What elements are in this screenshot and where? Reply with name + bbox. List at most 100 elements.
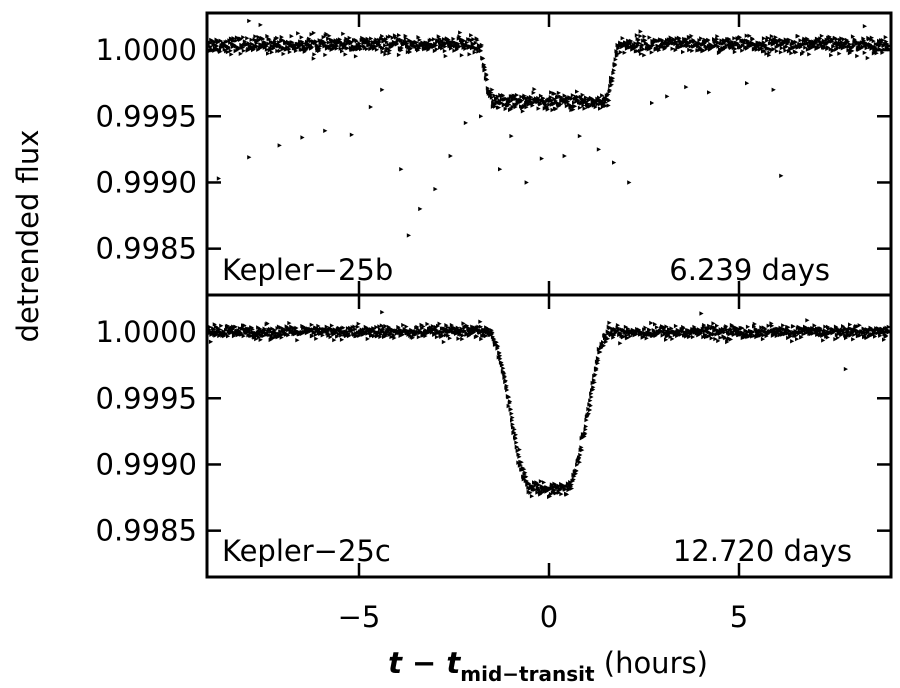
data-point xyxy=(771,46,776,52)
data-point xyxy=(326,36,331,41)
data-point xyxy=(430,324,435,329)
data-point xyxy=(740,325,745,331)
data-point xyxy=(310,44,315,50)
data-point xyxy=(536,95,541,101)
data-point xyxy=(237,326,242,331)
data-point xyxy=(638,51,644,56)
data-point xyxy=(681,326,686,331)
data-point xyxy=(878,42,883,47)
data-point xyxy=(801,49,806,55)
data-point xyxy=(567,486,572,491)
data-point xyxy=(884,325,889,330)
data-point xyxy=(833,337,838,342)
data-point xyxy=(279,332,284,337)
data-point xyxy=(629,38,634,44)
data-point xyxy=(229,52,234,57)
outlier-point xyxy=(433,186,438,192)
data-point xyxy=(684,37,689,42)
data-point xyxy=(212,322,217,327)
data-point xyxy=(357,41,362,46)
data-point xyxy=(249,37,254,42)
data-point xyxy=(621,334,626,339)
data-point xyxy=(625,336,630,341)
data-point xyxy=(460,333,465,338)
data-point xyxy=(716,338,721,344)
data-point xyxy=(425,321,430,327)
data-point xyxy=(818,326,823,331)
data-point xyxy=(339,333,344,338)
data-point xyxy=(571,107,576,112)
data-point xyxy=(532,480,537,485)
data-point xyxy=(462,38,467,43)
data-point xyxy=(805,47,810,52)
data-point xyxy=(505,387,510,393)
data-point xyxy=(581,103,586,108)
y-tick-label: 0.9990 xyxy=(96,165,197,199)
data-point xyxy=(490,330,495,335)
data-point xyxy=(524,474,529,479)
data-point xyxy=(886,324,891,330)
data-point xyxy=(536,106,541,111)
data-point xyxy=(622,50,627,55)
data-point xyxy=(696,44,701,49)
data-point xyxy=(552,96,557,102)
data-point xyxy=(819,328,824,333)
outlier-point xyxy=(498,167,503,172)
data-point xyxy=(517,447,522,452)
data-point xyxy=(749,332,754,337)
data-point xyxy=(547,102,552,107)
data-point xyxy=(224,327,229,333)
data-point xyxy=(502,102,507,107)
data-point xyxy=(509,106,514,112)
data-point xyxy=(564,492,570,497)
data-point xyxy=(507,96,512,102)
data-point xyxy=(823,324,828,329)
data-point xyxy=(882,337,887,342)
data-point xyxy=(254,41,259,46)
outlier-point xyxy=(380,87,385,92)
outlier-point xyxy=(311,30,316,36)
data-point xyxy=(490,87,495,92)
data-point xyxy=(513,432,518,437)
data-point xyxy=(512,102,517,107)
data-point xyxy=(578,452,583,458)
data-point xyxy=(589,394,594,400)
data-point xyxy=(217,333,222,338)
data-point xyxy=(359,44,364,49)
data-point xyxy=(405,41,410,46)
data-point xyxy=(536,482,541,488)
data-point xyxy=(565,481,571,486)
data-point xyxy=(588,403,593,408)
data-point xyxy=(504,96,509,101)
data-point xyxy=(447,336,452,341)
data-point xyxy=(593,372,598,377)
data-point xyxy=(296,31,301,36)
data-point xyxy=(702,329,708,334)
outlier-point xyxy=(277,143,282,148)
data-point xyxy=(443,53,448,59)
data-point xyxy=(219,323,224,328)
data-point xyxy=(699,36,704,41)
data-point xyxy=(732,36,737,41)
data-point xyxy=(421,324,426,329)
data-point xyxy=(825,45,831,50)
data-point xyxy=(538,93,544,98)
outlier-point xyxy=(399,167,404,172)
data-point xyxy=(880,50,885,55)
data-point xyxy=(804,325,809,331)
data-point xyxy=(233,324,238,329)
data-point xyxy=(383,43,388,48)
outlier-point xyxy=(684,84,689,90)
data-point xyxy=(540,490,545,495)
data-point xyxy=(270,326,275,331)
data-point xyxy=(807,52,812,57)
data-point xyxy=(642,34,647,39)
data-point xyxy=(238,51,243,56)
data-point xyxy=(598,349,603,355)
data-point xyxy=(744,33,749,38)
data-point xyxy=(413,332,418,337)
data-point xyxy=(294,325,299,331)
data-point xyxy=(761,333,766,338)
data-point xyxy=(267,37,272,42)
data-point xyxy=(308,38,313,44)
